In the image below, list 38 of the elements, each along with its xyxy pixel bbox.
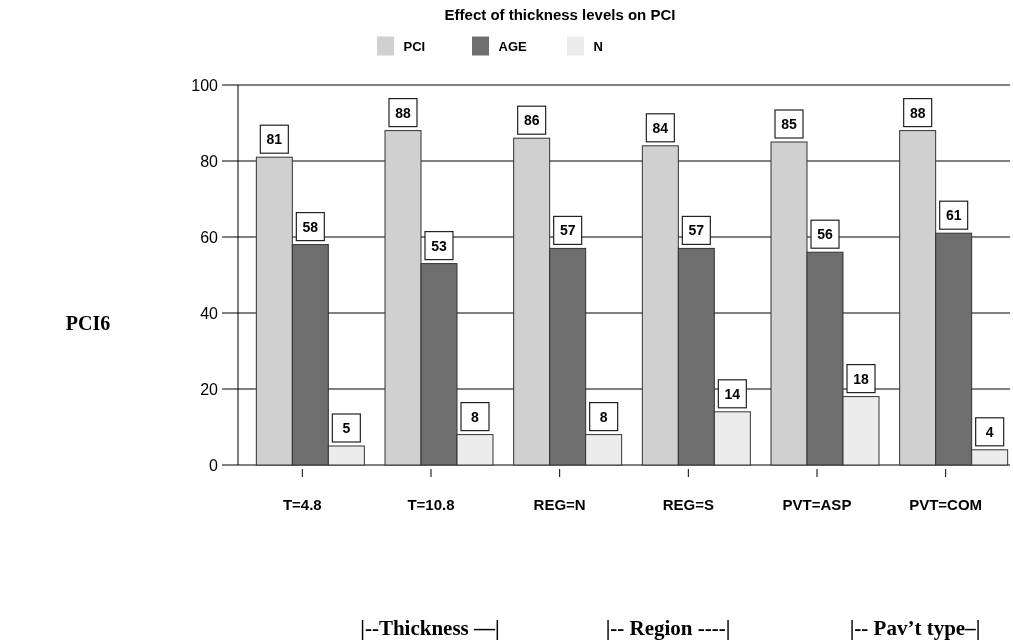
- text: |-- Pav’t type–|: [849, 616, 981, 640]
- y-tick-label: 40: [200, 305, 219, 322]
- legend-label: AGE: [498, 39, 527, 54]
- data-label: 85: [781, 116, 797, 132]
- data-label: 57: [559, 222, 576, 239]
- data-label: 86: [523, 112, 540, 129]
- data-label: 88: [909, 104, 926, 121]
- data-label: 14: [724, 385, 741, 402]
- x-tick-label: PVT=COM: [909, 496, 983, 513]
- x-tick-label: T=10.8: [407, 496, 455, 513]
- data-label: 18: [853, 370, 869, 387]
- y-axis-title: PCI6: [65, 312, 111, 334]
- y-tick-label: 60: [200, 229, 219, 246]
- data-label: 53: [431, 237, 447, 254]
- data-label: 81: [266, 131, 283, 148]
- text: |--Thickness —|: [360, 616, 500, 640]
- data-label: 57: [688, 222, 705, 239]
- data-label: 58: [302, 218, 319, 235]
- legend-label: N: [593, 39, 603, 54]
- y-tick-label: 100: [191, 77, 219, 94]
- x-tick-label: T=4.8: [282, 496, 322, 513]
- y-tick-label: 80: [200, 153, 219, 170]
- chart-title: Effect of thickness levels on PCI: [444, 6, 676, 23]
- data-label: 4: [985, 423, 994, 440]
- x-tick-label: REG=S: [662, 496, 714, 513]
- data-label: 56: [817, 226, 833, 243]
- x-tick-label: PVT=ASP: [782, 496, 852, 513]
- x-tick-label: REG=N: [533, 496, 586, 513]
- data-label: 61: [945, 207, 962, 224]
- data-label: 88: [395, 104, 411, 121]
- data-label: 84: [652, 119, 669, 136]
- data-label: 8: [471, 408, 480, 425]
- text: |-- Region ----|: [605, 616, 731, 640]
- data-label: 8: [599, 408, 608, 425]
- legend-label: PCI: [403, 39, 426, 54]
- y-tick-label: 20: [200, 381, 219, 398]
- data-label: 5: [342, 420, 351, 436]
- y-tick-label: 0: [209, 457, 219, 474]
